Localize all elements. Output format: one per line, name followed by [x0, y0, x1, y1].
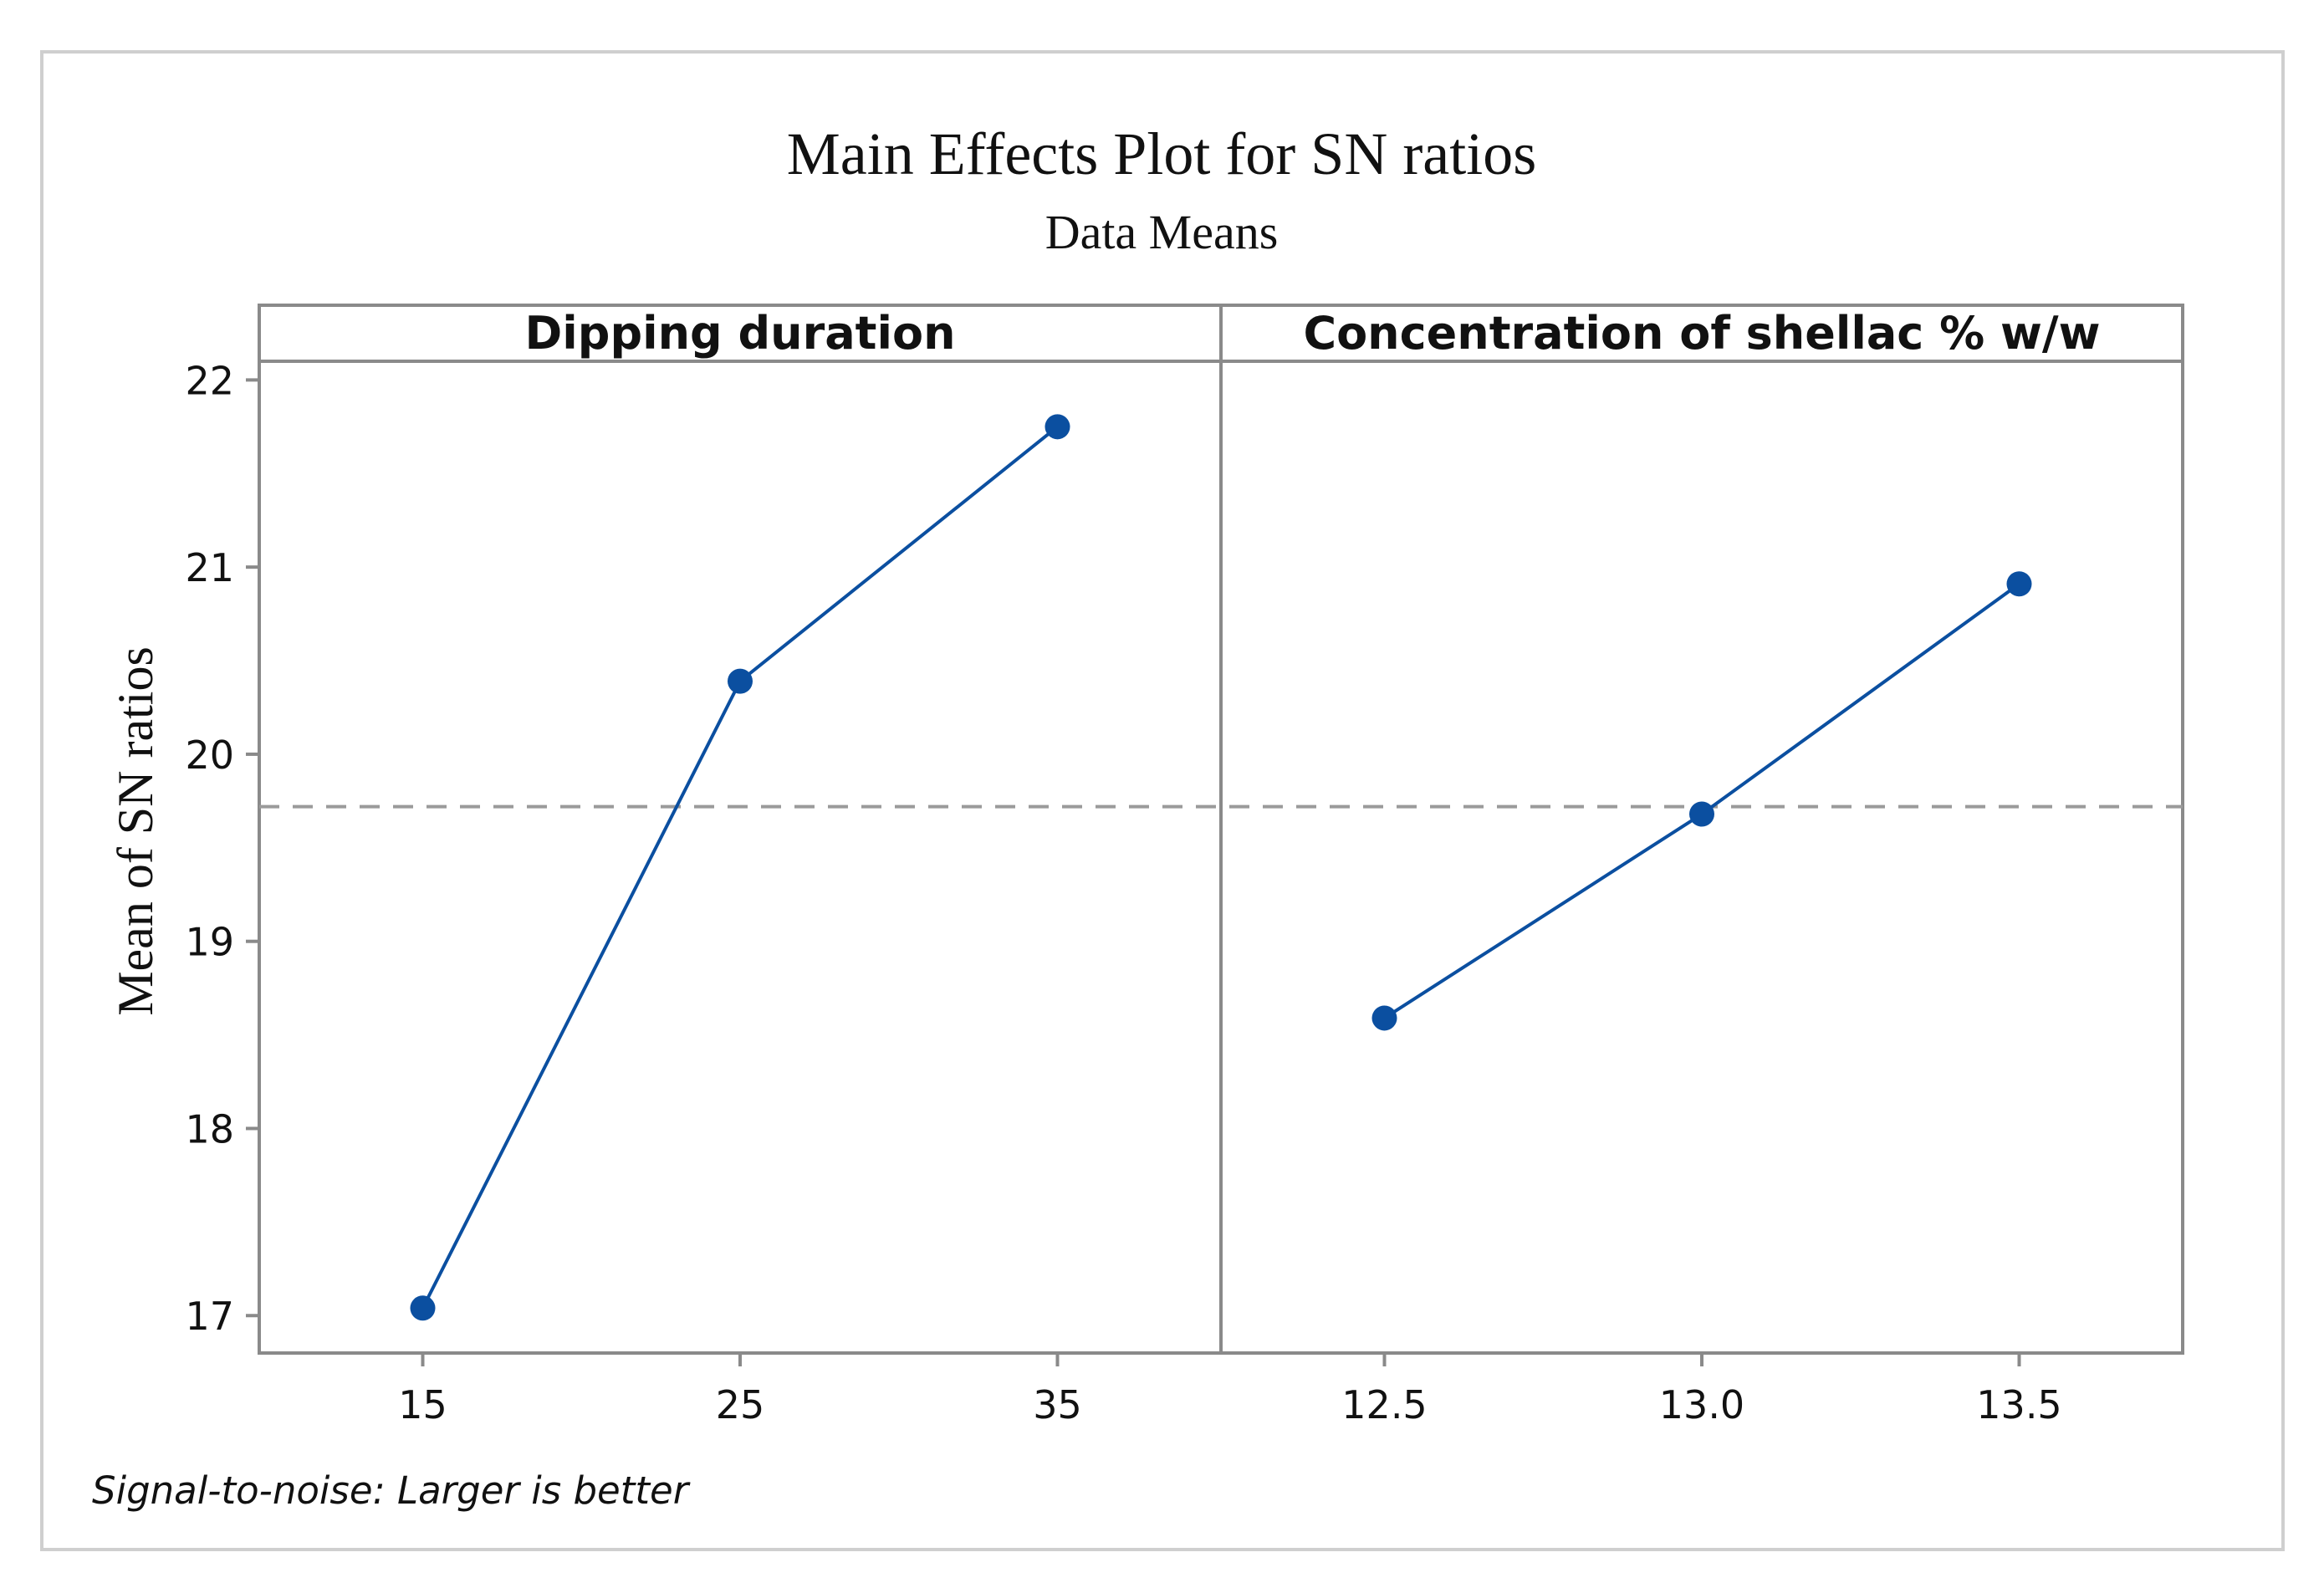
- data-point: [2006, 571, 2032, 597]
- y-tick-label: 17: [185, 1294, 234, 1339]
- footnote: Signal-to-noise: Larger is better: [92, 1468, 691, 1513]
- y-axis-label: Mean of SN ratios: [108, 646, 163, 1016]
- data-point: [410, 1295, 436, 1321]
- data-point: [1371, 1005, 1397, 1031]
- y-tick-label: 18: [185, 1106, 234, 1151]
- chart-title: Main Effects Plot for SN ratios: [787, 120, 1537, 187]
- data-point: [1689, 801, 1714, 827]
- y-tick-label: 21: [185, 545, 234, 590]
- x-tick-label: 12.5: [1341, 1382, 1427, 1427]
- y-axis: 17 18 19 20 21 22: [185, 358, 259, 1339]
- outer-border: [40, 50, 2285, 1551]
- x-tick-label: 15: [398, 1382, 447, 1427]
- data-point: [1045, 414, 1070, 440]
- x-tick-label: 25: [716, 1382, 765, 1427]
- panel-title-dipping-duration: Dipping duration: [524, 307, 955, 360]
- x-tick-label: 13.0: [1659, 1382, 1744, 1427]
- y-tick-label: 19: [185, 920, 234, 965]
- panel-title-shellac-concentration: Concentration of shellac % w/w: [1303, 307, 2100, 360]
- y-tick-label: 20: [185, 733, 234, 778]
- x-tick-label: 13.5: [1976, 1382, 2061, 1427]
- series-layer: [410, 414, 2032, 1321]
- y-tick-label: 22: [185, 358, 234, 403]
- x-axis: 15 25 35 12.5 13.0 13.5: [398, 1353, 2062, 1427]
- chart-subtitle: Data Means: [1045, 205, 1279, 259]
- data-point: [728, 668, 753, 694]
- x-tick-label: 35: [1033, 1382, 1082, 1427]
